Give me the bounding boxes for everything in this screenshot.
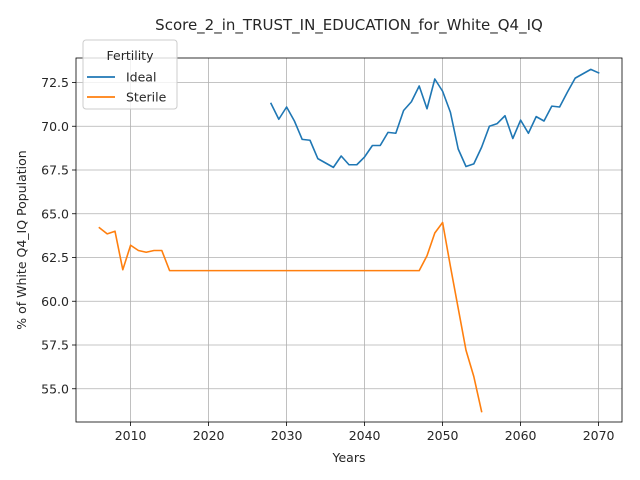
y-tick-label: 70.0 — [41, 119, 69, 134]
grid — [76, 58, 622, 422]
x-tick-label: 2030 — [271, 428, 303, 443]
x-tick-label: 2070 — [583, 428, 615, 443]
legend: Fertility Ideal Sterile — [82, 39, 178, 110]
x-tick-label: 2010 — [115, 428, 147, 443]
y-tick-label: 55.0 — [41, 381, 69, 396]
x-tick-label: 2050 — [427, 428, 459, 443]
plot-frame — [75, 57, 623, 423]
y-tick-label: 62.5 — [41, 250, 69, 265]
legend-title: Fertility — [107, 48, 155, 63]
series-line-ideal — [269, 68, 600, 169]
y-tick-label: 72.5 — [41, 75, 69, 90]
x-axis-ticks: 2010 2020 2030 2040 2050 2060 2070 — [115, 422, 615, 443]
x-tick-label: 2060 — [505, 428, 537, 443]
y-tick-label: 57.5 — [41, 338, 69, 353]
y-axis-label: % of White Q4_IQ Population — [14, 150, 29, 329]
legend-label-sterile: Sterile — [126, 90, 167, 105]
x-tick-label: 2040 — [349, 428, 381, 443]
chart-title: Score_2_in_TRUST_IN_EDUCATION_for_White_… — [155, 16, 543, 35]
legend-box — [82, 39, 178, 110]
y-tick-label: 67.5 — [41, 163, 69, 178]
series-lines — [98, 68, 600, 413]
x-tick-label: 2020 — [193, 428, 225, 443]
series-line-sterile — [98, 221, 483, 413]
x-axis-label: Years — [332, 450, 366, 465]
y-axis-ticks: 55.0 57.5 60.0 62.5 65.0 67.5 70.0 72.5 — [41, 75, 76, 396]
legend-label-ideal: Ideal — [126, 70, 156, 85]
y-tick-label: 60.0 — [41, 294, 69, 309]
y-tick-label: 65.0 — [41, 206, 69, 221]
